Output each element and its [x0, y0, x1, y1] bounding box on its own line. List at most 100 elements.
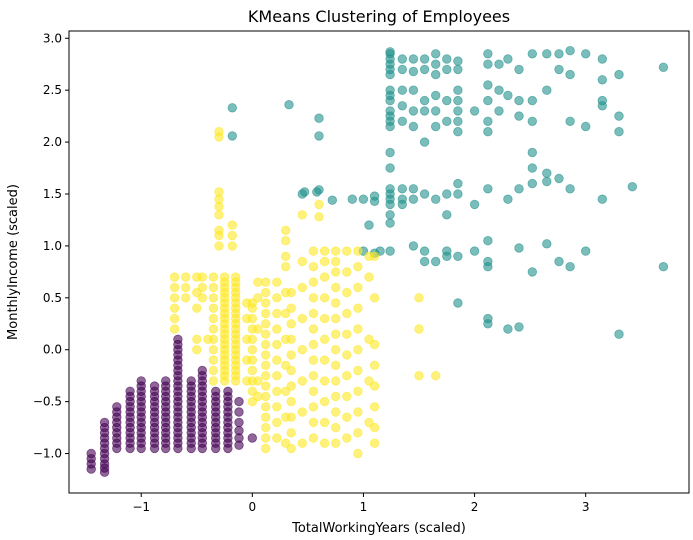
scatter-point-cluster-1: [658, 62, 669, 73]
scatter-point-cluster-1: [364, 220, 374, 230]
scatter-point-cluster-1: [503, 90, 513, 101]
scatter-point-cluster-2: [286, 319, 296, 329]
scatter-point-cluster-1: [442, 64, 452, 75]
scatter-point-cluster-2: [431, 371, 441, 381]
scatter-point-cluster-2: [286, 381, 296, 391]
scatter-point-cluster-2: [369, 422, 380, 433]
scatter-point-cluster-2: [297, 438, 308, 448]
scatter-point-cluster-2: [253, 324, 263, 334]
scatter-point-cluster-2: [197, 282, 208, 293]
scatter-point-cluster-2: [353, 365, 363, 376]
scatter-point-cluster-1: [565, 116, 575, 127]
scatter-point-cluster-2: [281, 225, 291, 236]
scatter-point-cluster-1: [581, 49, 591, 59]
scatter-point-cluster-1: [408, 241, 419, 251]
scatter-point-cluster-2: [247, 334, 258, 345]
scatter-point-cluster-1: [408, 184, 419, 194]
scatter-point-cluster-2: [297, 407, 308, 417]
scatter-point-cluster-1: [385, 121, 395, 132]
scatter-point-cluster-2: [308, 262, 319, 272]
scatter-point-cluster-2: [247, 345, 258, 355]
scatter-point-cluster-2: [272, 402, 282, 412]
scatter-point-cluster-2: [308, 355, 319, 365]
scatter-point-cluster-1: [358, 194, 369, 204]
scatter-point-cluster-1: [431, 69, 441, 80]
scatter-point-cluster-0: [99, 417, 110, 428]
scatter-point-cluster-2: [261, 287, 271, 298]
scatter-point-cluster-1: [397, 64, 408, 75]
scatter-point-cluster-2: [261, 360, 271, 371]
scatter-point-cluster-1: [385, 218, 395, 228]
scatter-point-cluster-2: [286, 287, 296, 298]
scatter-point-cluster-2: [297, 256, 308, 267]
scatter-point-cluster-2: [308, 324, 319, 334]
y-tick-label: 1.5: [43, 187, 62, 201]
scatter-point-cluster-2: [414, 293, 424, 303]
scatter-point-cluster-2: [331, 391, 341, 402]
scatter-point-cluster-2: [272, 324, 282, 334]
x-axis: −1 0 1 2 3: [132, 493, 589, 514]
scatter-point-cluster-2: [331, 246, 341, 256]
scatter-point-cluster-1: [369, 191, 380, 201]
scatter-point-cluster-1: [453, 178, 463, 189]
scatter-point-cluster-1: [503, 54, 513, 64]
scatter-point-cluster-2: [272, 433, 282, 443]
y-tick-label: −0.5: [33, 395, 62, 409]
scatter-point-cluster-2: [342, 308, 352, 319]
x-tick-label: 3: [582, 500, 590, 514]
scatter-point-cluster-1: [419, 106, 430, 116]
scatter-point-cluster-2: [247, 313, 258, 324]
scatter-point-cluster-2: [253, 391, 263, 402]
scatter-point-cluster-1: [514, 95, 524, 106]
scatter-point-cluster-1: [314, 113, 324, 123]
scatter-point-cluster-2: [308, 371, 319, 381]
scatter-point-cluster-0: [136, 376, 146, 386]
scatter-point-cluster-2: [286, 334, 296, 345]
scatter-point-cluster-2: [369, 251, 380, 261]
y-tick-label: 0.5: [43, 291, 62, 305]
scatter-point-cluster-2: [261, 412, 271, 422]
scatter-point-cluster-2: [208, 334, 219, 345]
scatter-point-cluster-2: [331, 256, 341, 267]
scatter-point-cluster-2: [261, 339, 271, 350]
scatter-point-cluster-2: [319, 293, 330, 303]
scatter-point-cluster-1: [397, 101, 408, 111]
scatter-point-cluster-2: [286, 443, 296, 454]
scatter-point-cluster-1: [483, 235, 493, 246]
scatter-point-cluster-2: [208, 376, 219, 386]
scatter-point-cluster-1: [483, 319, 493, 329]
scatter-point-cluster-1: [527, 49, 538, 59]
scatter-point-cluster-2: [319, 272, 330, 282]
scatter-point-cluster-1: [419, 54, 430, 64]
scatter-point-cluster-2: [297, 282, 308, 293]
scatter-point-cluster-1: [581, 246, 591, 256]
scatter-point-cluster-2: [169, 313, 180, 324]
scatter-point-cluster-2: [286, 412, 296, 422]
scatter-point-cluster-2: [253, 277, 263, 287]
scatter-point-cluster-2: [308, 277, 319, 287]
scatter-point-cluster-1: [385, 69, 395, 80]
chart-title: KMeans Clustering of Employees: [248, 7, 510, 26]
scatter-point-cluster-2: [281, 235, 291, 246]
scatter-point-cluster-1: [431, 49, 441, 59]
scatter-point-cluster-2: [319, 417, 330, 428]
scatter-point-cluster-2: [342, 267, 352, 277]
scatter-point-cluster-1: [565, 69, 575, 80]
scatter-point-cluster-1: [397, 54, 408, 64]
scatter-point-cluster-1: [408, 85, 419, 95]
scatter-point-cluster-1: [514, 322, 524, 332]
scatter-point-cluster-1: [565, 46, 575, 56]
scatter-point-cluster-1: [542, 168, 552, 178]
scatter-point-cluster-2: [192, 345, 202, 355]
scatter-point-cluster-1: [483, 126, 493, 137]
scatter-point-cluster-1: [227, 131, 238, 141]
scatter-point-cluster-2: [169, 282, 180, 293]
scatter-point-cluster-2: [286, 365, 296, 376]
scatter-point-cluster-1: [419, 95, 430, 106]
scatter-point-cluster-1: [527, 178, 538, 189]
scatter-point-cluster-2: [227, 220, 238, 230]
scatter-point-cluster-2: [208, 313, 219, 324]
scatter-point-cluster-2: [353, 324, 363, 334]
scatter-point-cluster-1: [431, 106, 441, 116]
